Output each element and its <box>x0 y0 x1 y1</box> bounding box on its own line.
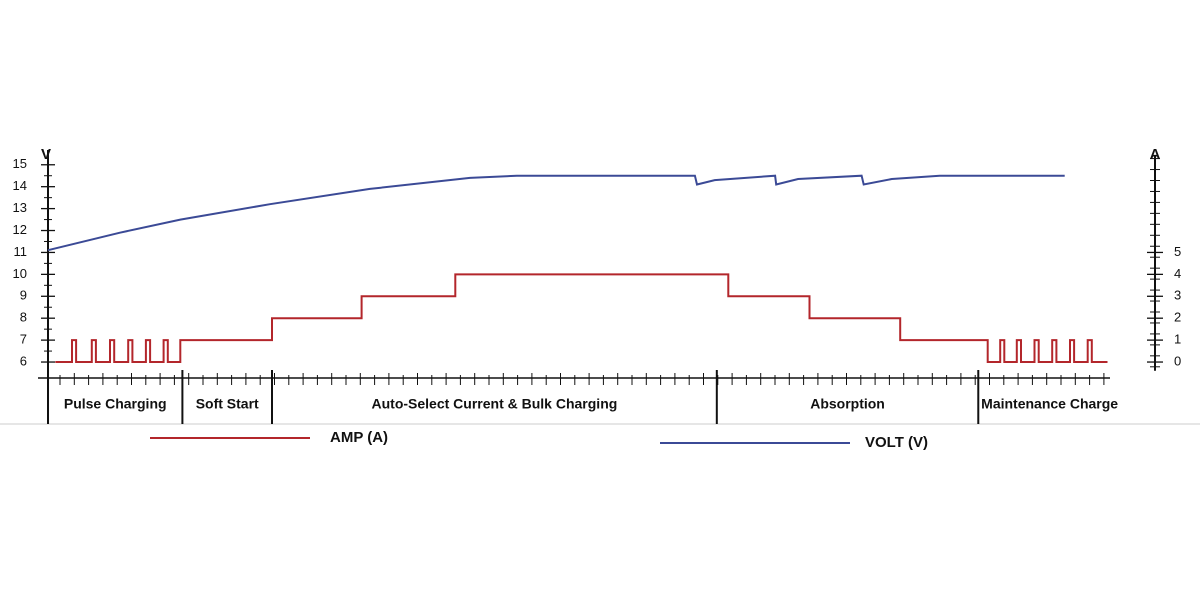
y-tick-label: 14 <box>13 178 27 193</box>
y-tick-label: 11 <box>14 244 28 259</box>
y2-tick-label: 4 <box>1174 266 1181 281</box>
stage-label: Maintenance Charge <box>981 396 1118 412</box>
y-tick-label: 7 <box>20 332 27 347</box>
y-tick-label: 6 <box>20 353 27 368</box>
stage-label: Soft Start <box>196 396 259 412</box>
y2-tick-label: 2 <box>1174 310 1181 325</box>
y-tick-label: 8 <box>20 310 27 325</box>
legend-label: VOLT (V) <box>865 434 928 451</box>
y-tick-label: 13 <box>13 200 27 215</box>
data-line <box>47 174 1065 252</box>
stage-label: Absorption <box>810 396 885 412</box>
y2-tick-label: 5 <box>1174 244 1181 259</box>
stage-label: Pulse Charging <box>64 396 167 412</box>
stage-label: Auto-Select Current & Bulk Charging <box>372 396 618 412</box>
y-tick-label: 10 <box>13 266 27 281</box>
y-tick-label: 12 <box>13 222 27 237</box>
y-tick-label: 9 <box>20 288 27 303</box>
y2-tick-label: 3 <box>1174 288 1181 303</box>
y2-tick-label: 0 <box>1174 353 1181 368</box>
y-axis-label: V <box>41 146 51 163</box>
legend-label: AMP (A) <box>330 429 388 446</box>
y-tick-label: 15 <box>13 156 27 171</box>
y2-tick-label: 1 <box>1174 332 1181 347</box>
y2-axis-label: A <box>1150 146 1161 163</box>
data-line <box>55 273 1108 363</box>
